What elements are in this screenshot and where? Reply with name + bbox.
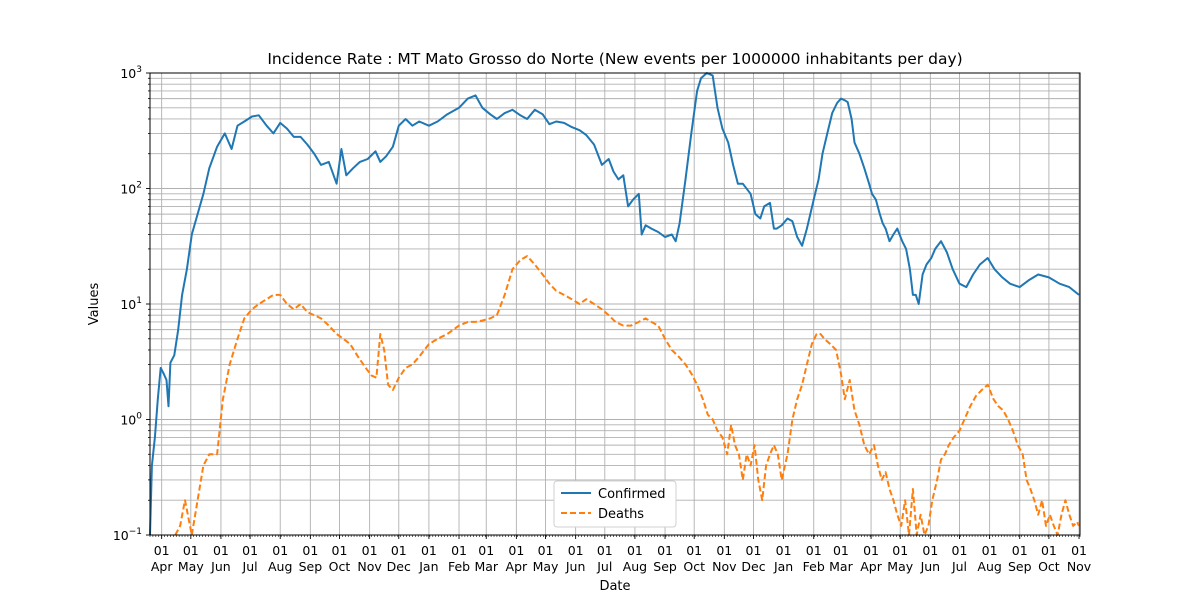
chart-title: Incidence Rate : MT Mato Grosso do Norte…: [267, 50, 962, 68]
x-tick-label-month: Oct: [329, 559, 351, 574]
x-tick-label-month: Apr: [506, 559, 528, 574]
x-tick-label-day: 01: [597, 543, 613, 558]
x-tick-label-month: Jul: [951, 559, 967, 574]
y-tick-label-exponent: 0: [136, 412, 142, 422]
x-tick-label-day: 01: [833, 543, 849, 558]
x-tick-label-day: 01: [478, 543, 494, 558]
y-tick-label-base: 10: [120, 66, 136, 81]
y-tick-label: 10−1: [113, 527, 142, 543]
x-tick-label-month: Aug: [623, 559, 647, 574]
y-tick-label-exponent: 2: [136, 181, 142, 191]
x-tick-label-day: 01: [657, 543, 673, 558]
x-tick-label-day: 01: [451, 543, 467, 558]
x-tick-label-day: 01: [302, 543, 318, 558]
x-axis-label: Date: [599, 579, 630, 594]
x-tick-label-day: 01: [922, 543, 938, 558]
x-tick-label-month: Aug: [977, 559, 1001, 574]
x-tick-label-day: 01: [627, 543, 643, 558]
x-tick-label-day: 01: [716, 543, 732, 558]
legend-label-confirmed: Confirmed: [598, 487, 666, 502]
y-tick-label-exponent: 1: [136, 296, 142, 306]
x-tick-label-month: Nov: [357, 559, 382, 574]
x-tick-label-month: Nov: [712, 559, 737, 574]
x-tick-label-month: Jan: [418, 559, 438, 574]
x-tick-label-month: Nov: [1067, 559, 1092, 574]
x-tick-label-month: Jan: [773, 559, 793, 574]
x-tick-label-day: 01: [242, 543, 258, 558]
x-tick-label-month: Mar: [474, 559, 498, 574]
x-tick-label-day: 01: [1041, 543, 1057, 558]
x-tick-label-month: May: [178, 559, 204, 574]
x-tick-label-day: 01: [508, 543, 524, 558]
y-tick-label: 103: [120, 65, 142, 81]
x-tick-label-month: Jun: [920, 559, 941, 574]
y-tick-label-base: 10: [113, 528, 129, 543]
series-lines: [149, 72, 1080, 536]
y-tick-label-base: 10: [120, 182, 136, 197]
x-tick-label-day: 01: [272, 543, 288, 558]
x-tick-label-month: Oct: [1038, 559, 1060, 574]
x-tick-label-month: Jul: [596, 559, 612, 574]
series-line-confirmed: [149, 72, 1080, 536]
x-tick-label-day: 01: [1012, 543, 1028, 558]
x-tick-label-month: Sep: [299, 559, 323, 574]
x-tick-label-day: 01: [362, 543, 378, 558]
x-tick-label-day: 01: [982, 543, 998, 558]
x-tick-label-day: 01: [538, 543, 554, 558]
x-tick-label-month: Dec: [741, 559, 765, 574]
x-tick-label-day: 01: [391, 543, 407, 558]
x-tick-label-day: 01: [1071, 543, 1087, 558]
y-tick-label: 102: [120, 181, 142, 197]
y-tick-label: 101: [120, 296, 142, 312]
x-tick-label-day: 01: [686, 543, 702, 558]
x-tick-label-month: Feb: [803, 559, 825, 574]
x-tick-label-day: 01: [863, 543, 879, 558]
x-tick-label-month: Feb: [448, 559, 470, 574]
x-tick-label-month: Jun: [210, 559, 231, 574]
x-tick-label-day: 01: [952, 543, 968, 558]
x-tick-label-month: May: [533, 559, 559, 574]
x-tick-label-month: Sep: [653, 559, 677, 574]
y-tick-label-exponent: 3: [136, 65, 142, 75]
x-tick-label-month: Jun: [565, 559, 586, 574]
x-tick-label-day: 01: [776, 543, 792, 558]
x-axis-ticks: 01Apr01May01Jun01Jul01Aug01Sep01Oct01Nov…: [149, 535, 1092, 574]
x-tick-label-day: 01: [154, 543, 170, 558]
x-tick-label-month: Jul: [242, 559, 258, 574]
x-tick-label-month: Apr: [860, 559, 882, 574]
y-tick-label-exponent: −1: [129, 527, 142, 537]
x-tick-label-month: Sep: [1008, 559, 1032, 574]
x-tick-label-month: May: [887, 559, 913, 574]
x-tick-label-day: 01: [421, 543, 437, 558]
x-tick-label-day: 01: [568, 543, 584, 558]
x-tick-label-day: 01: [183, 543, 199, 558]
y-tick-label-base: 10: [120, 297, 136, 312]
x-tick-label-month: Mar: [829, 559, 853, 574]
x-tick-label-day: 01: [213, 543, 229, 558]
x-tick-label-month: Dec: [387, 559, 411, 574]
series-line-deaths: [174, 255, 1080, 536]
x-tick-label-day: 01: [806, 543, 822, 558]
y-axis-label: Values: [87, 283, 102, 326]
legend-label-deaths: Deaths: [598, 507, 644, 522]
x-tick-label-day: 01: [892, 543, 908, 558]
grid-lines: [150, 72, 1080, 536]
x-tick-label-month: Apr: [151, 559, 173, 574]
legend: Confirmed Deaths: [553, 480, 677, 528]
y-tick-label: 100: [120, 412, 142, 428]
x-tick-label-month: Aug: [268, 559, 292, 574]
x-tick-label-day: 01: [746, 543, 762, 558]
y-tick-label-base: 10: [120, 413, 136, 428]
x-tick-label-day: 01: [332, 543, 348, 558]
x-tick-label-month: Oct: [683, 559, 705, 574]
